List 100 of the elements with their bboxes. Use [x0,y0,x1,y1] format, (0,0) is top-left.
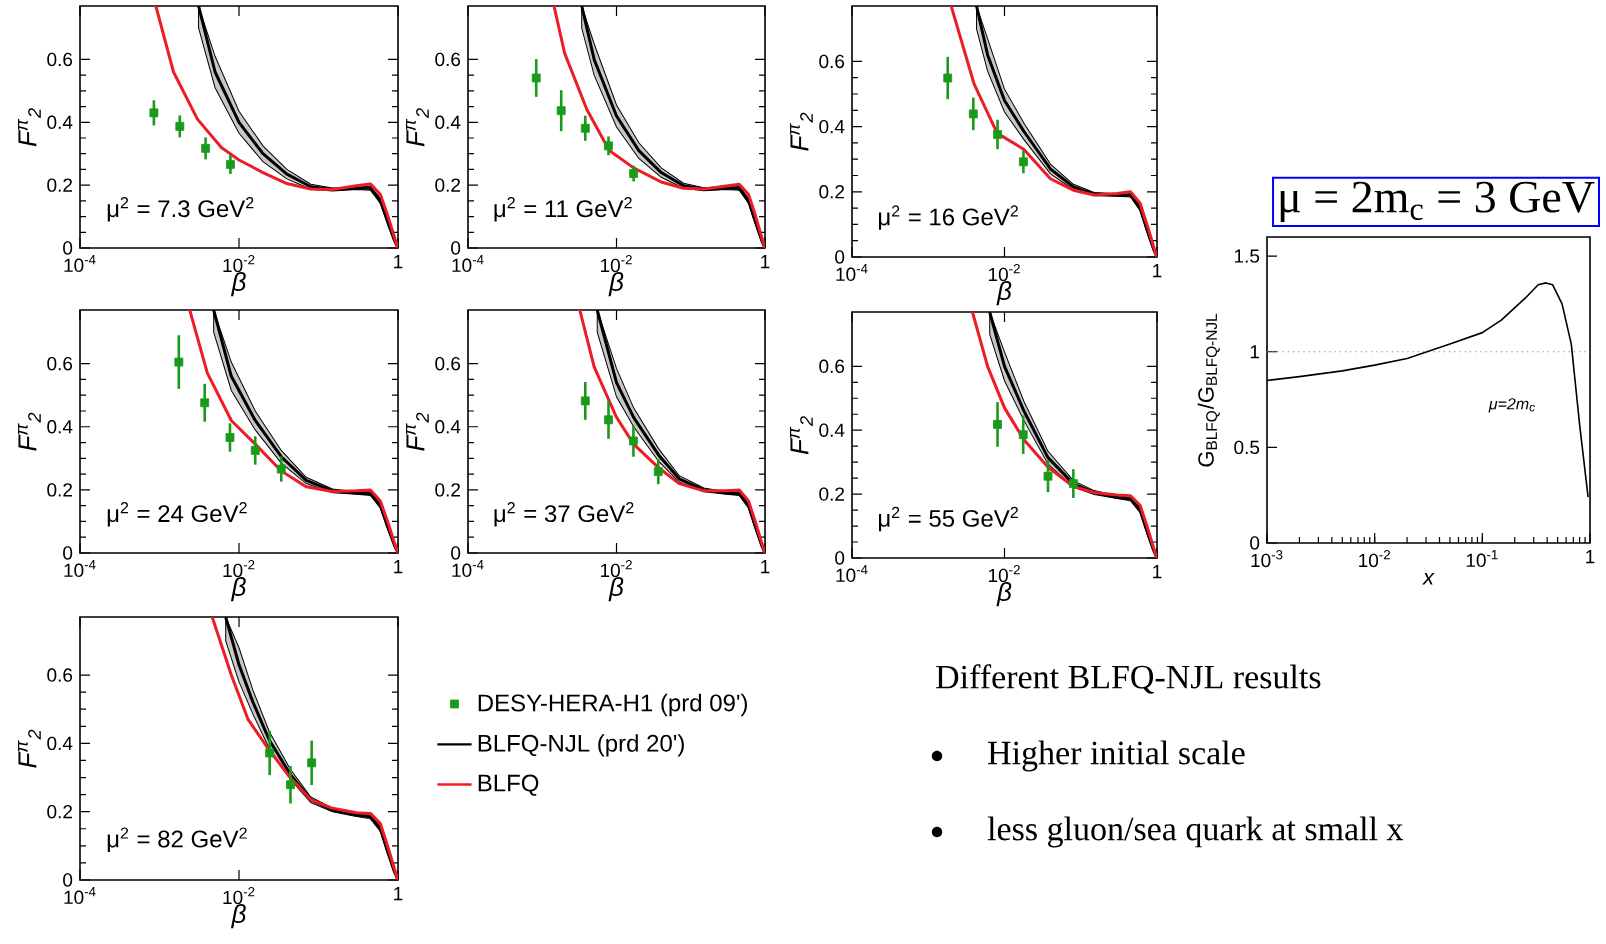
point [580,123,590,133]
point [250,446,260,455]
point [1043,471,1053,481]
point [1019,157,1028,167]
x-tick-label: 1 [394,255,403,269]
y-tick-label: 0.2 [819,487,844,501]
point [629,169,639,178]
point [993,420,1002,429]
point [226,160,235,169]
point [175,121,185,131]
text: Higher initial scale [988,740,1245,772]
point [968,109,978,119]
y-tick-label: 0.2 [47,804,72,819]
y-tick-label: 0.6 [435,52,461,67]
y-tick-label: 1.5 [1234,249,1260,263]
y-tick-label: 1 [1250,345,1260,359]
text: less gluon/sea quark at small x [987,816,1404,848]
y-axis-title: F$^{π}$2 [406,412,429,451]
y-tick-label: 0.6 [47,52,73,67]
y-tick-label: 0 [1250,536,1260,550]
point [629,436,638,446]
y-tick-label: 0 [63,873,73,887]
x-axis-title: β [230,576,246,602]
y-axis-title: F$^{π}$2 [406,108,429,147]
chart-title: μ = 2m$_{c}$ = 3 GeV [1280,181,1595,223]
y-axis-title: G$_{BLFQ}$/G$_{BLFQ-NJL}$ [1197,313,1220,467]
point [307,758,317,768]
y-tick-label: 0.6 [435,356,461,371]
y-tick-label: 0.2 [435,178,460,192]
x-axis-title: x [1422,572,1435,585]
point [653,467,663,476]
x-tick-label: 10$^{-2}$ [988,264,1020,282]
y-tick-label: 0.2 [47,178,72,192]
y-tick-label: 0.4 [435,420,461,434]
y-tick-label: 0 [451,546,461,560]
x-tick-label: 10$^{-4}$ [836,264,868,282]
y-tick-label: 0.4 [47,420,73,434]
x-tick-label: 1 [761,560,770,574]
y-tick-label: 0.2 [435,483,460,497]
y-tick-label: 0 [835,551,845,565]
annotation: μ$^{2}$ = 55 GeV$^{2}$ [879,506,1018,532]
x-axis-title: β [230,903,246,929]
x-tick-label: 1 [394,560,403,574]
annotation: μ=2m$_{c}$ [1488,398,1536,413]
x-axis-title: β [996,280,1012,306]
y-tick-label: 0.4 [47,736,73,751]
x-tick-label: 1 [761,255,770,269]
annotation: μ$^{2}$ = 37 GeV$^{2}$ [494,502,634,527]
x-tick-label: 1 [1153,565,1162,579]
point [200,398,210,408]
y-tick-label: 0.6 [47,668,73,682]
legend-label: BLFQ [478,774,539,796]
y-axis-title: F$^{π}$2 [18,412,41,451]
annotation: μ$^{2}$ = 82 GeV$^{2}$ [107,827,247,852]
text: Different BLFQ-NJL results [936,664,1321,694]
x-tick-label: 10$^{-2}$ [223,255,255,273]
point [225,433,235,442]
y-tick-label: 0.6 [47,356,73,371]
annotation: μ$^{2}$ = 7.3 GeV$^{2}$ [107,197,254,222]
x-tick-label: 10$^{-2}$ [600,560,632,578]
y-tick-label: 0 [63,546,73,560]
point [201,143,210,153]
y-tick-label: 0 [835,250,845,264]
x-tick-label: 10$^{-4}$ [452,560,484,578]
x-tick-label: 10$^{-2}$ [223,560,255,578]
point [1068,479,1078,488]
point [943,73,953,83]
x-tick-label: 10$^{-4}$ [836,565,868,583]
point [604,415,613,425]
y-tick-label: 0.2 [819,185,844,199]
y-tick-label: 0.6 [819,359,845,374]
point [286,780,295,790]
legend-label: DESY-HERA-H1 (prd 09') [478,693,747,717]
point [580,396,590,406]
x-axis-title: β [608,576,624,602]
x-tick-label: 10$^{-2}$ [1359,550,1390,568]
y-tick-label: 0.6 [819,54,845,69]
point [1018,430,1028,440]
point [174,357,184,367]
y-tick-label: 0.4 [819,119,845,134]
y-axis-title: F$^{π}$2 [790,112,813,151]
x-tick-label: 1 [1153,264,1162,278]
annotation: μ$^{2}$ = 16 GeV$^{2}$ [879,205,1018,230]
point [276,464,286,474]
y-tick-label: 0.2 [47,483,72,497]
x-tick-label: 10$^{-4}$ [64,560,96,578]
y-tick-label: 0.4 [819,423,845,437]
x-tick-label: 1 [394,887,403,901]
x-tick-label: 10$^{-3}$ [1251,550,1283,568]
y-tick-label: 0.4 [47,115,73,130]
x-tick-label: 10$^{-1}$ [1466,550,1498,568]
x-tick-label: 10$^{-4}$ [64,255,96,273]
annotation: μ$^{2}$ = 24 GeV$^{2}$ [107,502,247,527]
point [556,106,566,116]
point [531,73,541,83]
point [149,108,159,118]
annotation: μ$^{2}$ = 11 GeV$^{2}$ [494,197,632,222]
x-tick-label: 10$^{-4}$ [452,255,484,273]
x-axis-title: β [996,581,1012,607]
y-tick-label: 0.4 [435,115,461,130]
